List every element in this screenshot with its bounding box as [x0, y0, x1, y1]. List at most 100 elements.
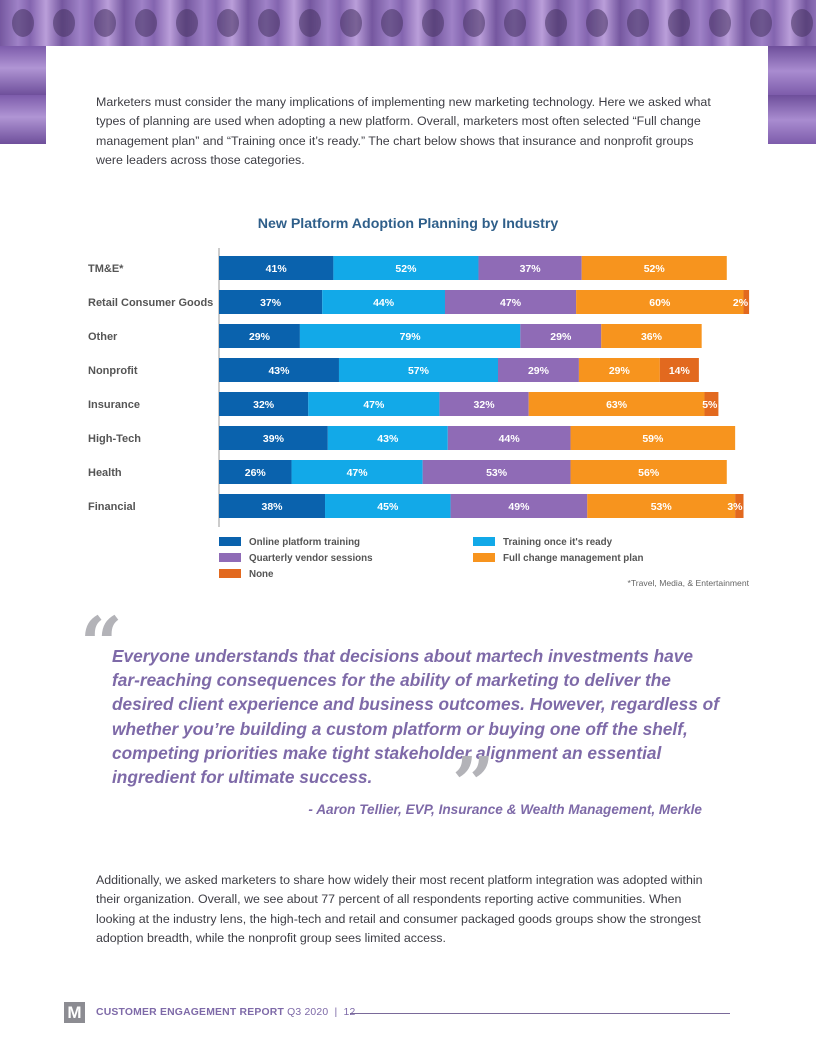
banner-face	[709, 9, 731, 37]
bar-segment	[308, 392, 440, 416]
bar-value-label: 44%	[373, 297, 395, 309]
banner-face	[504, 9, 526, 37]
bar-segment	[422, 460, 571, 484]
bar-value-label: 37%	[520, 263, 542, 275]
bar-value-label: 57%	[408, 365, 430, 377]
legend-swatch	[219, 553, 241, 562]
bar-value-label: 5%	[702, 399, 718, 411]
bar-value-label: 47%	[347, 467, 369, 479]
chart-title: New Platform Adoption Planning by Indust…	[257, 216, 559, 232]
category-label: Insurance	[88, 399, 140, 411]
footer-rule	[350, 1013, 730, 1014]
bar-value-label: 32%	[253, 399, 275, 411]
bar-value-label: 47%	[363, 399, 385, 411]
legend-label: Full change management plan	[503, 553, 644, 564]
chart-footnote: *Travel, Media, & Entertainment	[627, 578, 749, 588]
bar-segment	[322, 290, 445, 314]
bar-segment	[219, 324, 300, 348]
legend-swatch	[219, 537, 241, 546]
bar-segment	[219, 426, 328, 450]
bar-value-label: 29%	[609, 365, 631, 377]
bar-value-label: 37%	[260, 297, 282, 309]
banner-face	[258, 9, 280, 37]
bar-value-label: 44%	[499, 433, 521, 445]
brand-logo: M	[64, 1002, 85, 1023]
bar-segment	[570, 460, 727, 484]
bar-segment	[659, 358, 699, 382]
bar-segment	[444, 290, 577, 314]
bar-value-label: 29%	[249, 331, 271, 343]
footer-report-title: CUSTOMER ENGAGEMENT REPORT Q3 2020 | 12	[96, 1007, 355, 1018]
bar-segment	[338, 358, 498, 382]
banner-face	[463, 9, 485, 37]
bar-segment	[587, 494, 736, 518]
bar-segment	[219, 460, 292, 484]
legend-item: Full change management plan	[473, 553, 643, 565]
bar-value-label: 56%	[638, 467, 660, 479]
banner-face	[299, 9, 321, 37]
legend-label: None	[249, 569, 274, 580]
bar-value-label: 3%	[727, 501, 743, 513]
banner-face	[176, 9, 198, 37]
bar-value-label: 52%	[644, 263, 666, 275]
legend-item: Quarterly vendor sessions	[219, 553, 373, 565]
banner-face	[53, 9, 75, 37]
bar-value-label: 43%	[377, 433, 399, 445]
bar-value-label: 32%	[474, 399, 496, 411]
footer-report-name: CUSTOMER ENGAGEMENT REPORT	[96, 1007, 285, 1018]
bar-value-label: 2%	[733, 297, 749, 309]
photo-banner-left	[0, 46, 46, 144]
legend-swatch	[473, 553, 495, 562]
bar-segment	[219, 392, 309, 416]
bar-segment	[219, 494, 326, 518]
bar-segment	[581, 256, 727, 280]
footer-page-number: 12	[343, 1007, 355, 1018]
bar-segment	[333, 256, 479, 280]
bar-segment	[578, 358, 660, 382]
category-label: Retail Consumer Goods	[88, 297, 213, 309]
bar-segment	[219, 256, 334, 280]
legend-label: Quarterly vendor sessions	[249, 553, 373, 564]
legend-swatch	[219, 569, 241, 578]
closing-paragraph: Additionally, we asked marketers to shar…	[96, 873, 703, 945]
legend-swatch	[473, 537, 495, 546]
bar-segment	[450, 494, 588, 518]
category-label: High-Tech	[88, 433, 141, 445]
footer-period: Q3 2020	[287, 1007, 329, 1018]
bar-segment	[219, 358, 339, 382]
bar-value-label: 39%	[263, 433, 285, 445]
bar-segment	[743, 290, 750, 314]
legend-label: Training once it's ready	[503, 537, 613, 548]
bar-value-label: 45%	[377, 501, 399, 513]
bar-value-label: 43%	[268, 365, 290, 377]
banner-face	[545, 9, 567, 37]
close-quote-icon: ”	[452, 742, 495, 828]
photo-banner-right	[768, 46, 816, 144]
bar-value-label: 47%	[500, 297, 522, 309]
bar-value-label: 53%	[651, 501, 673, 513]
banner-face	[381, 9, 403, 37]
pull-quote-attribution: - Aaron Tellier, EVP, Insurance & Wealth…	[308, 802, 702, 817]
category-label: Other	[88, 331, 118, 343]
bar-segment	[570, 426, 736, 450]
intro-paragraph: Marketers must consider the many implica…	[96, 95, 711, 167]
bar-segment	[325, 494, 451, 518]
bar-value-label: 79%	[400, 331, 422, 343]
category-label: Health	[88, 467, 122, 479]
bar-segment	[439, 392, 529, 416]
footer-separator: |	[334, 1007, 338, 1018]
bar-value-label: 59%	[642, 433, 664, 445]
open-quote-icon: “	[80, 602, 123, 688]
banner-face	[627, 9, 649, 37]
bar-segment	[528, 392, 705, 416]
bar-segment	[327, 426, 448, 450]
bar-segment	[704, 392, 719, 416]
banner-face	[135, 9, 157, 37]
legend-item: Online platform training	[219, 537, 360, 549]
banner-face	[340, 9, 362, 37]
banner-face	[94, 9, 116, 37]
bar-segment	[447, 426, 571, 450]
bar-segment	[576, 290, 744, 314]
bar-segment	[735, 494, 744, 518]
bar-value-label: 53%	[486, 467, 508, 479]
